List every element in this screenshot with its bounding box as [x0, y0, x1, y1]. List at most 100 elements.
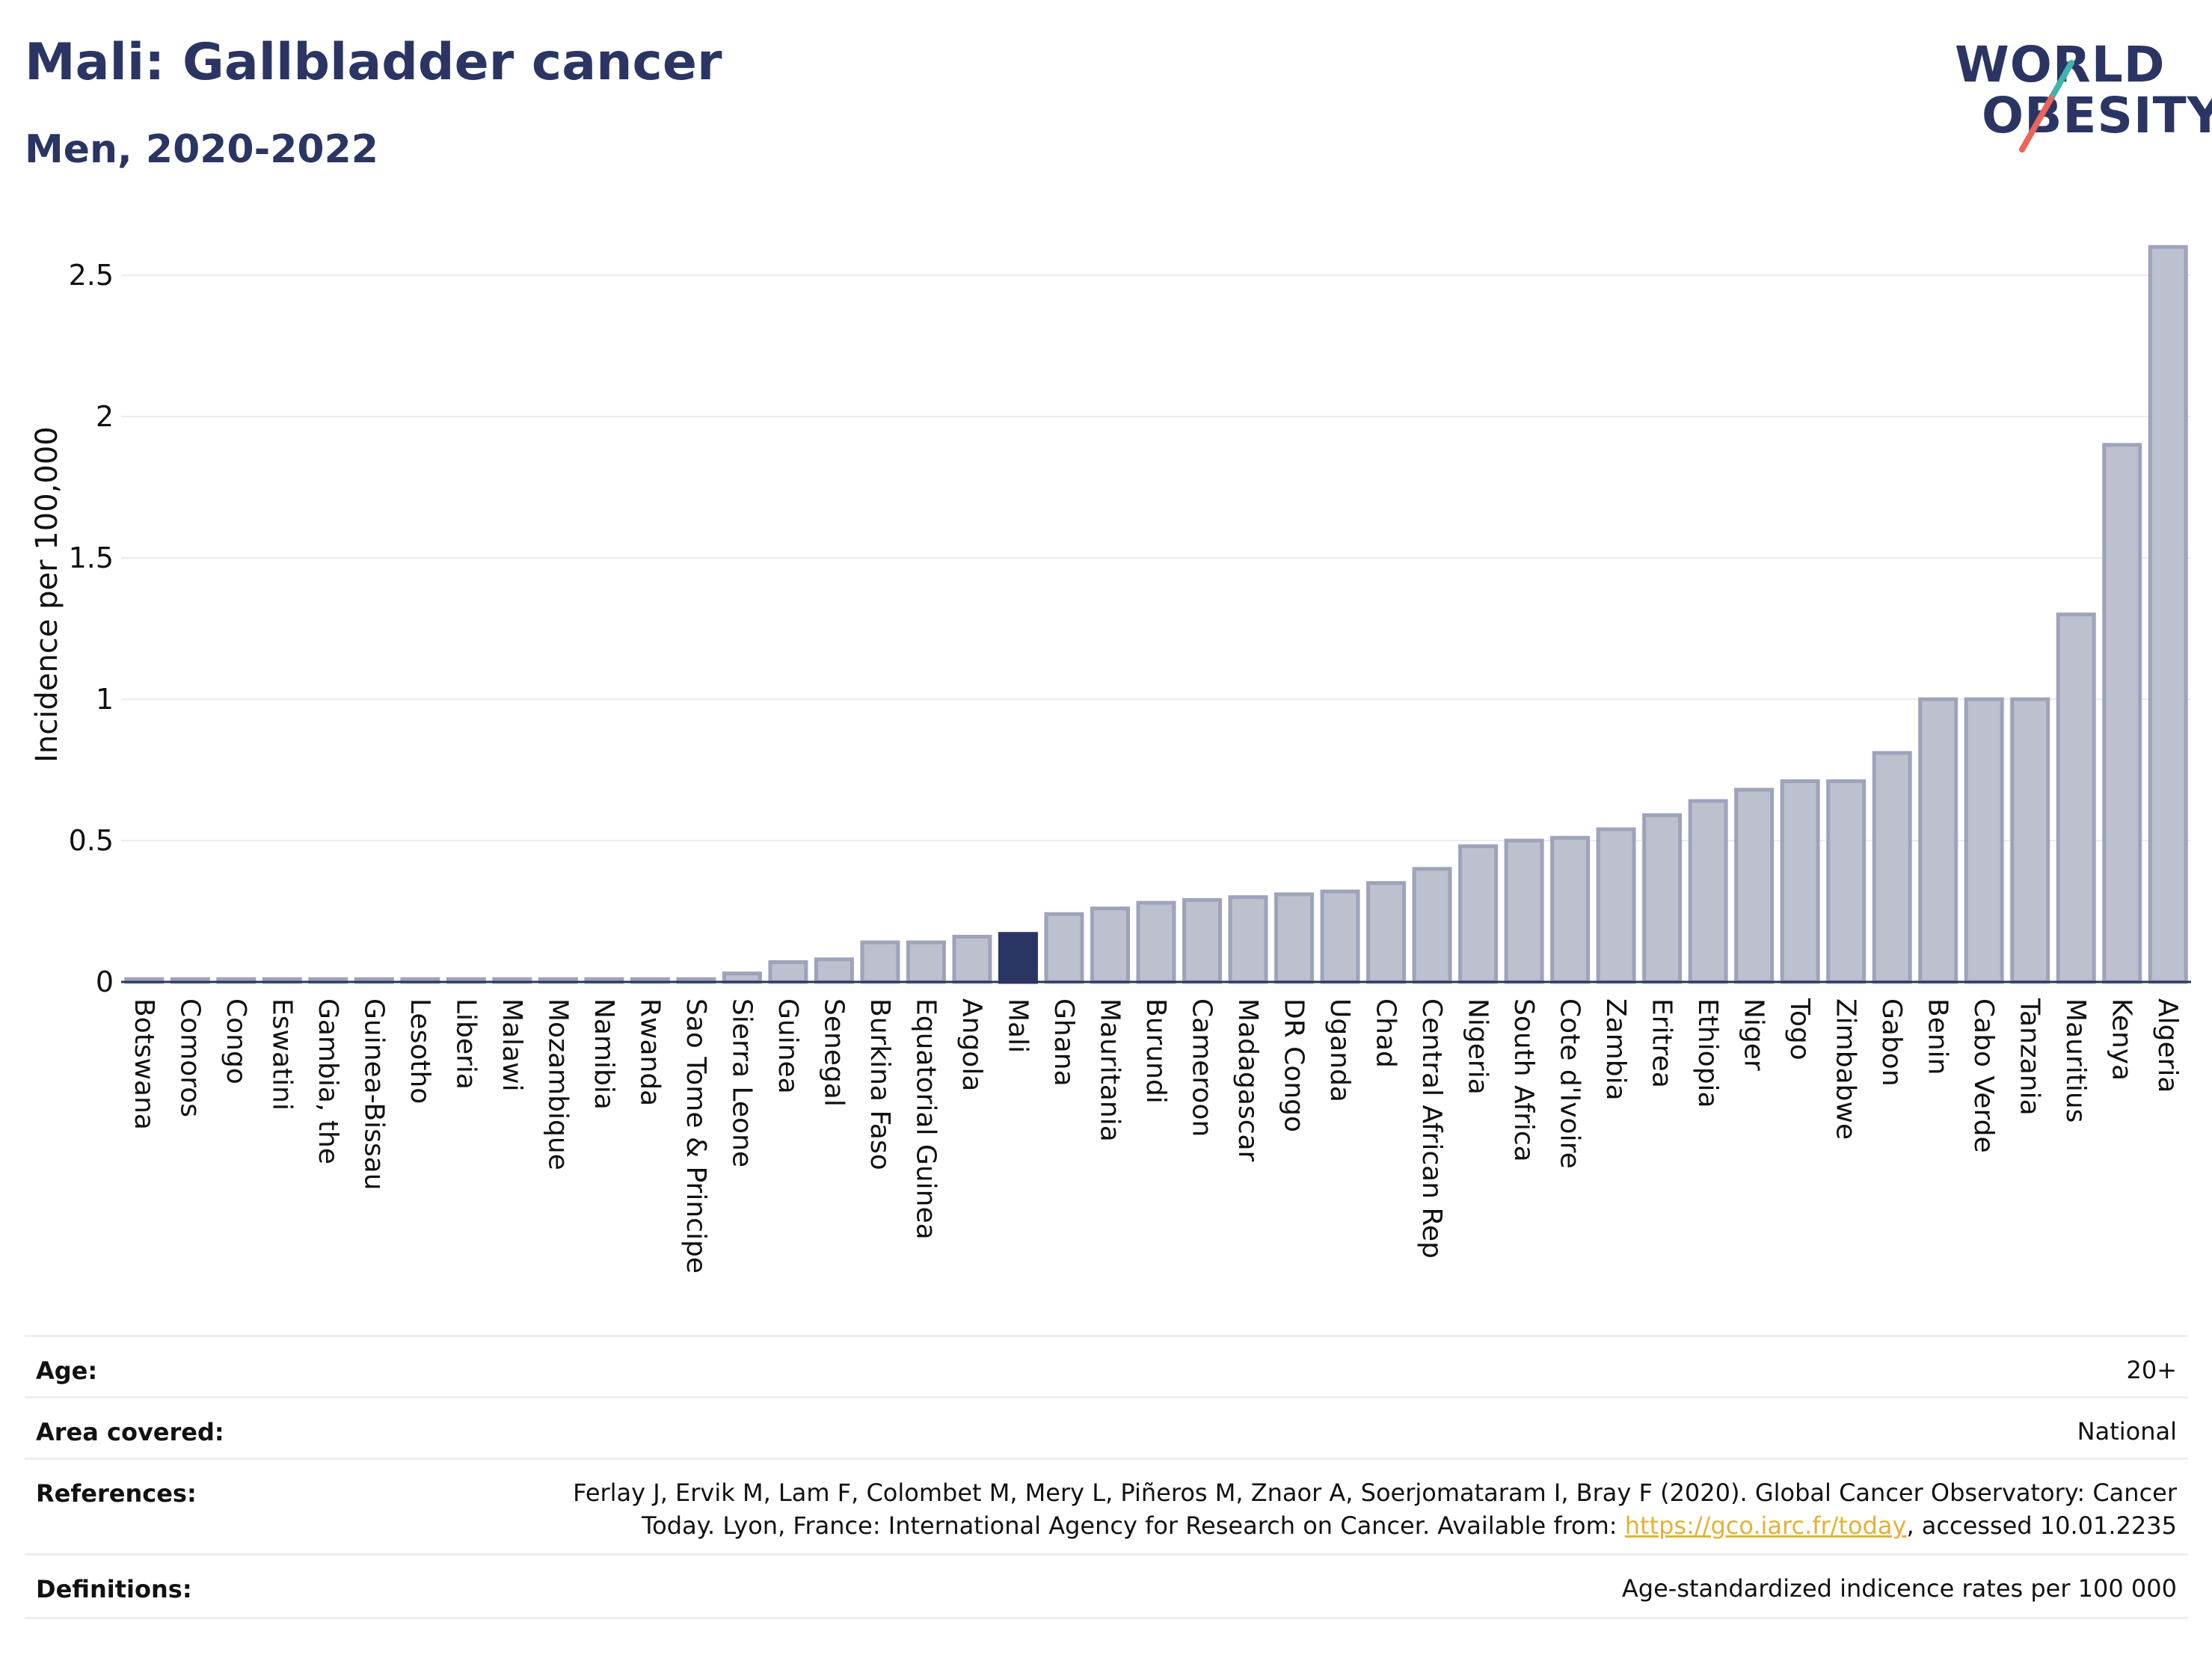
bar-togo [1780, 779, 1820, 984]
world-obesity-logo: WORLD OBESITY [1952, 22, 2212, 157]
bar-chart: 0 0.5 1 1.5 2 2.5 Botswana Comoros Congo Eswatin… [30, 245, 2191, 1274]
bar-zambia [1596, 827, 1636, 984]
bar-south-africa [1504, 838, 1544, 984]
bar-burundi [1136, 900, 1176, 984]
meta-label-area: Area covered: [36, 1418, 224, 1446]
bar-cote-d-ivoire [1550, 835, 1591, 984]
bar-nigeria [1458, 844, 1499, 984]
x-tick-label: Madagascar [1232, 998, 1263, 1162]
x-tick-label: Mali [1002, 998, 1033, 1053]
x-tick-label: Namibia [589, 998, 619, 1110]
bar-chad [1366, 881, 1407, 984]
meta-value-references: Ferlay J, Ervik M, Lam F, Colombet M, Me… [573, 1476, 2177, 1542]
x-tick-label: Zambia [1600, 998, 1631, 1101]
meta-value-area: National [2077, 1417, 2177, 1446]
x-tick-label: Burundi [1140, 998, 1171, 1104]
x-tick-label: Comoros [174, 998, 205, 1117]
x-tick-label: Cabo Verde [1968, 998, 1999, 1153]
meta-row-definitions: Definitions: Age-standardized indicence … [25, 1553, 2188, 1619]
x-tick-label: Nigeria [1463, 998, 1493, 1095]
bar-zimbabwe [1826, 779, 1867, 984]
x-tick-label: Kenya [2107, 998, 2137, 1081]
x-tick-label: Sao Tome & Principe [681, 998, 711, 1274]
x-tick-label: Angola [956, 998, 987, 1091]
x-tick-label: Mauritius [2060, 998, 2091, 1123]
bar-senegal [814, 957, 854, 984]
x-tick-label: Guinea-Bissau [358, 998, 389, 1191]
reference-line-1: Ferlay J, Ervik M, Lam F, Colombet M, Me… [573, 1479, 2177, 1507]
y-tick-label: 1 [96, 683, 114, 716]
meta-label-references: References: [36, 1479, 197, 1508]
bar-madagascar [1228, 895, 1268, 984]
x-tick-label: Togo [1784, 998, 1815, 1060]
reference-link[interactable]: https://gco.iarc.fr/today [1624, 1511, 1907, 1540]
bar-burkina-faso [860, 940, 900, 984]
x-tick-label: Ghana [1048, 998, 1079, 1087]
y-tick-label: 2.5 [69, 259, 114, 292]
x-tick-label: South Africa [1508, 998, 1539, 1162]
x-tick-label: Chad [1371, 998, 1401, 1068]
bar-mali [998, 932, 1038, 984]
y-axis-label: Incidence per 100,000 [30, 426, 64, 763]
x-tick-label: Mauritania [1094, 998, 1125, 1142]
x-tick-label: Eswatini [266, 998, 297, 1111]
bar-dr-congo [1274, 892, 1315, 984]
bar-cameroon [1182, 897, 1223, 984]
x-tick-label: Algeria [2152, 998, 2183, 1093]
bar-angola [952, 935, 992, 984]
x-tick-label: Uganda [1324, 998, 1355, 1102]
x-tick-label: Equatorial Guinea [910, 998, 941, 1240]
bar-gabon [1872, 751, 1912, 984]
bar-eritrea [1642, 813, 1683, 984]
x-tick-label: Ethiopia [1692, 998, 1723, 1108]
y-axis-ticks: 0 0.5 1 1.5 2 2.5 [69, 259, 114, 998]
x-tick-label: Eritrea [1647, 998, 1677, 1088]
x-tick-label: Zimbabwe [1831, 998, 1861, 1140]
y-tick-label: 0.5 [69, 824, 114, 857]
x-tick-label: DR Congo [1279, 998, 1309, 1132]
x-tick-label: Sierra Leone [726, 998, 757, 1167]
x-tick-label: Cameroon [1187, 998, 1217, 1137]
x-axis-labels: Botswana Comoros Congo Eswatini Gambia, the G… [129, 998, 2183, 1274]
x-tick-label: Burkina Faso [864, 998, 895, 1170]
bar-equatorial-guinea [906, 940, 946, 984]
bar-benin [1918, 697, 1958, 984]
bar-algeria [2148, 245, 2188, 984]
bar-kenya [2102, 443, 2142, 984]
bar-mauritania [1090, 906, 1130, 984]
x-tick-label: Mozambique [542, 998, 573, 1170]
reference-line-2: Today. Lyon, France: International Agenc… [642, 1511, 2177, 1540]
logo-word-obesity: OBESITY [1982, 87, 2212, 144]
bar-ghana [1044, 912, 1084, 984]
meta-label-definitions: Definitions: [36, 1575, 192, 1603]
x-tick-label: Congo [221, 998, 251, 1084]
bar-sierra-leone [722, 971, 762, 984]
x-tick-label: Senegal [818, 998, 849, 1107]
y-tick-label: 1.5 [69, 541, 114, 574]
bar-niger [1734, 787, 1775, 984]
bar-central-african-rep [1412, 867, 1452, 984]
x-tick-label: Niger [1739, 998, 1769, 1071]
bar-uganda [1320, 889, 1360, 984]
x-tick-label: Guinea [772, 998, 803, 1094]
meta-row-age: Age: 20+ [25, 1335, 2188, 1398]
x-tick-label: Benin [1923, 998, 1953, 1075]
meta-row-area: Area covered: National [25, 1396, 2188, 1460]
x-tick-label: Central African Rep [1416, 998, 1447, 1259]
x-tick-label: Botswana [129, 998, 159, 1130]
meta-value-age: 20+ [2126, 1356, 2177, 1384]
x-tick-label: Cote d'Ivoire [1555, 998, 1585, 1169]
x-tick-label: Gabon [1876, 998, 1907, 1087]
meta-row-references: References: Ferlay J, Ervik M, Lam F, Co… [25, 1458, 2188, 1556]
meta-value-definitions: Age-standardized indicence rates per 100… [1621, 1574, 2177, 1603]
y-tick-label: 0 [96, 965, 114, 998]
x-tick-label: Tanzania [2015, 998, 2045, 1116]
bar-ethiopia [1688, 799, 1728, 984]
chart-title: Mali: Gallbladder cancer [25, 33, 722, 92]
bar-mauritius [2056, 612, 2096, 984]
y-tick-label: 2 [96, 400, 114, 433]
x-tick-label: Gambia, the [313, 998, 343, 1164]
logo-slash-icon [2019, 60, 2074, 153]
chart-subtitle: Men, 2020-2022 [25, 127, 378, 172]
bar-guinea [768, 960, 808, 984]
